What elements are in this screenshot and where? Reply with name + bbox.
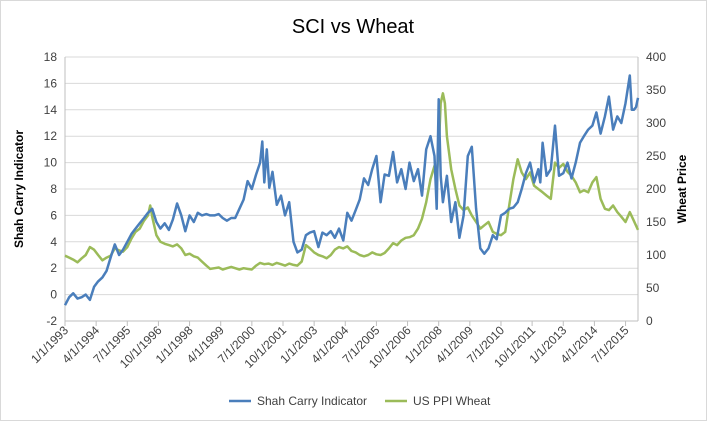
left-axis-ticks: -2 0 2 4 6 8 10 12 14 16 18 xyxy=(44,50,58,328)
left-tick-label: 6 xyxy=(50,208,57,222)
right-axis-title: Wheat Price xyxy=(675,154,689,223)
right-tick-label: 100 xyxy=(646,248,666,262)
left-tick-label: 0 xyxy=(50,288,57,302)
series-line-us-ppi-wheat xyxy=(64,92,640,271)
left-tick-label: 12 xyxy=(44,129,58,143)
right-tick-label: 300 xyxy=(646,116,666,130)
gridlines xyxy=(64,56,639,322)
left-tick-label: 10 xyxy=(44,156,58,170)
left-tick-label: 18 xyxy=(44,50,58,64)
left-tick-label: 2 xyxy=(50,261,57,275)
chart-title: SCI vs Wheat xyxy=(292,16,415,38)
left-tick-label: 4 xyxy=(50,235,57,249)
right-tick-label: 50 xyxy=(646,281,660,295)
left-axis-title: Shah Carry Indicator xyxy=(12,130,26,248)
left-tick-label: -2 xyxy=(46,314,57,328)
x-axis-ticks: 1/1/19934/1/19947/1/199510/1/19961/1/199… xyxy=(28,321,632,371)
left-tick-label: 16 xyxy=(44,76,58,90)
right-tick-label: 250 xyxy=(646,149,666,163)
right-tick-label: 150 xyxy=(646,215,666,229)
legend-label: US PPI Wheat xyxy=(413,394,491,408)
right-tick-label: 0 xyxy=(646,314,653,328)
series-lines xyxy=(63,74,640,306)
left-tick-label: 14 xyxy=(44,103,58,117)
legend: Shah Carry Indicator US PPI Wheat xyxy=(229,394,491,408)
series-line-shah-carry-indicator xyxy=(63,74,640,306)
right-tick-label: 350 xyxy=(646,83,666,97)
left-tick-label: 8 xyxy=(50,182,57,196)
right-tick-label: 200 xyxy=(646,182,666,196)
legend-label: Shah Carry Indicator xyxy=(257,394,367,408)
right-tick-label: 400 xyxy=(646,50,666,64)
right-axis-ticks: 0 50 100 150 200 250 300 350 400 xyxy=(646,50,666,328)
